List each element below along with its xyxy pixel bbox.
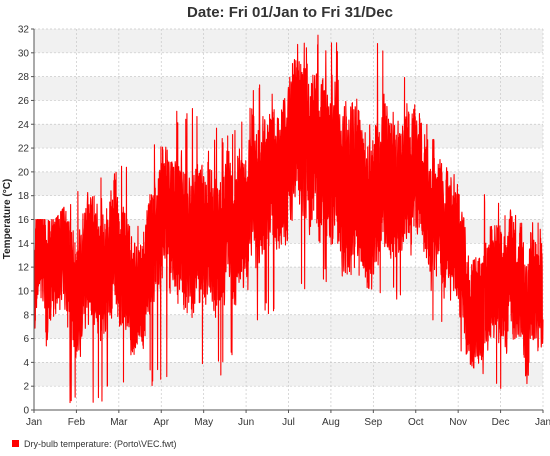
legend-label: Dry-bulb temperature: (Porto\VEC.fwt) xyxy=(24,439,177,449)
x-tick-label: Sep xyxy=(364,417,382,428)
axes xyxy=(31,28,544,413)
x-tick-label: Feb xyxy=(68,417,86,428)
legend: Dry-bulb temperature: (Porto\VEC.fwt) xyxy=(12,439,177,449)
series-line-dry-bulb-temperature xyxy=(33,34,544,404)
x-tick-label: Jun xyxy=(238,417,254,428)
x-tick-label: Aug xyxy=(322,417,340,428)
y-tick-label: 24 xyxy=(18,120,30,131)
y-tick-label: 22 xyxy=(18,144,30,155)
y-tick-label: 6 xyxy=(23,334,29,345)
x-tick-label: Apr xyxy=(153,417,169,428)
x-tick-label: May xyxy=(194,417,213,428)
x-tick-label: Jan xyxy=(26,417,42,428)
series-layer xyxy=(33,34,544,404)
y-tick-label: 14 xyxy=(18,239,30,250)
legend-swatch xyxy=(12,440,19,447)
y-tick-label: 10 xyxy=(18,286,30,297)
y-tick-label: 28 xyxy=(18,72,30,83)
y-tick-label: 2 xyxy=(23,382,29,393)
y-tick-label: 18 xyxy=(18,191,30,202)
y-tick-label: 8 xyxy=(23,310,29,321)
y-tick-label: 26 xyxy=(18,96,30,107)
y-tick-label: 20 xyxy=(18,167,30,178)
y-tick-label: 32 xyxy=(18,25,30,36)
x-tick-label: Oct xyxy=(408,417,424,428)
y-tick-label: 16 xyxy=(18,215,30,226)
y-tick-label: 30 xyxy=(18,48,30,59)
y-tick-label: 0 xyxy=(23,406,29,417)
x-tick-label: Jan xyxy=(535,417,550,428)
x-tick-label: Nov xyxy=(449,417,467,428)
x-tick-label: Mar xyxy=(110,417,128,428)
y-tick-label: 12 xyxy=(18,263,30,274)
x-tick-label: Jul xyxy=(282,417,295,428)
y-axis-label: Temperature (°C) xyxy=(2,179,13,260)
chart-title: Date: Fri 01/Jan to Fri 31/Dec xyxy=(187,4,393,21)
x-tick-labels: Jan Feb Mar Apr May Jun Jul Aug Sep Oct Nov Dec Jan xyxy=(26,417,550,428)
x-tick-label: Dec xyxy=(492,417,510,428)
y-tick-label: 4 xyxy=(23,358,29,369)
